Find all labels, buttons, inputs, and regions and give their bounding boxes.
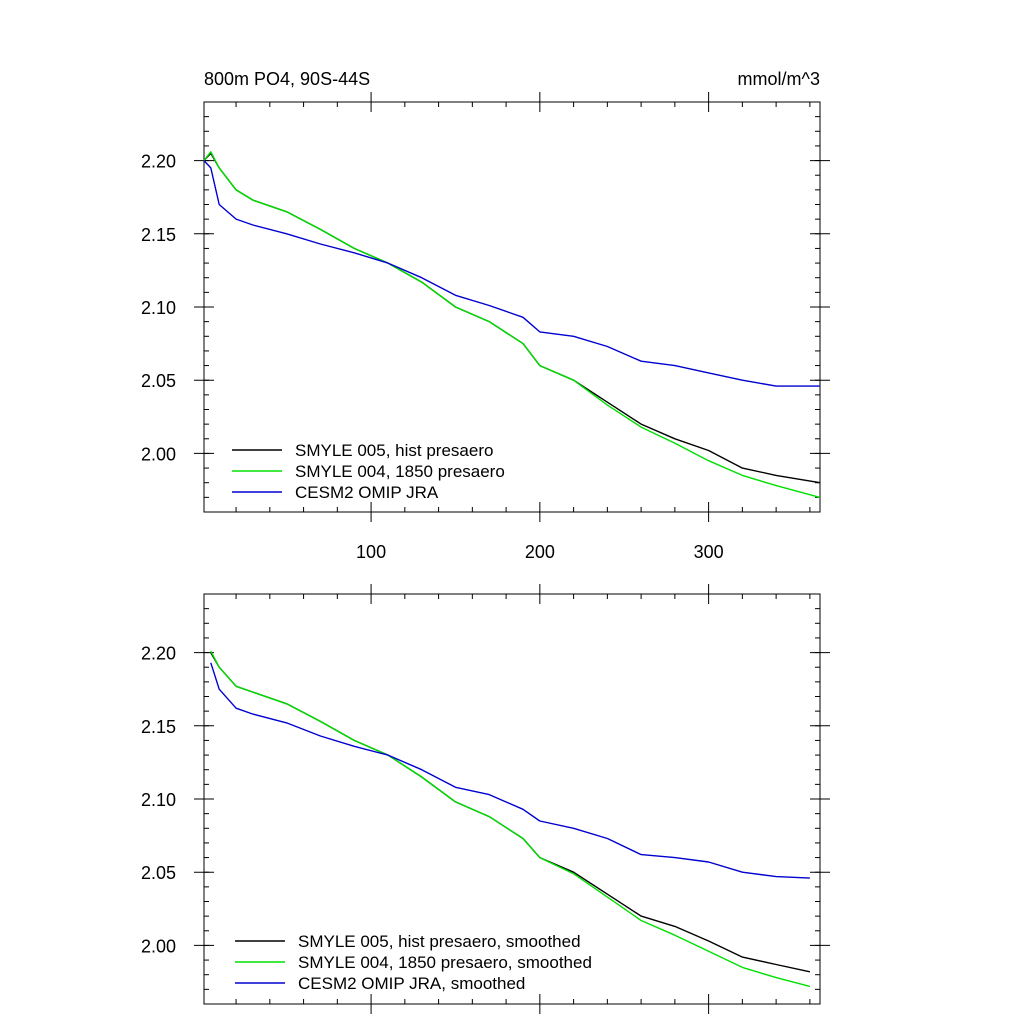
units-label: mmol/m^3: [738, 69, 820, 89]
y-tick-label: 2.00: [141, 936, 176, 956]
top-panel: 2.00 2.05 2.10 2.15 2.20 100 200 300 SMYLE 005, …: [141, 92, 830, 562]
y-tick-label: 2.05: [141, 863, 176, 883]
y-tick-label: 2.05: [141, 371, 176, 391]
series-line: [210, 652, 811, 973]
legend-label: SMYLE 005, hist presaero: [295, 441, 493, 460]
y-tick-label: 2.10: [141, 790, 176, 810]
legend-label: SMYLE 004, 1850 presaero, smoothed: [298, 953, 592, 972]
x-tick-label: 200: [525, 542, 555, 562]
bottom-panel: 2.00 2.05 2.10 2.15 2.20 SMYLE 005, hist pres…: [141, 584, 830, 1014]
y-tick-label: 2.20: [141, 644, 176, 664]
legend-label: SMYLE 004, 1850 presaero: [295, 462, 505, 481]
y-tick-label: 2.15: [141, 225, 176, 245]
legend-label: CESM2 OMIP JRA, smoothed: [298, 974, 525, 993]
series-line: [210, 662, 810, 879]
series-line: [203, 160, 820, 387]
chart-title: 800m PO4, 90S-44S: [204, 69, 370, 89]
series-line: [210, 650, 811, 988]
y-tick-label: 2.10: [141, 298, 176, 318]
y-tick-label: 2.15: [141, 717, 176, 737]
legend-label: SMYLE 005, hist presaero, smoothed: [298, 932, 581, 951]
y-tick-label: 2.20: [141, 152, 176, 172]
series-line: [203, 151, 821, 499]
y-tick-label: 2.00: [141, 444, 176, 464]
series-line: [203, 152, 821, 484]
legend-label: CESM2 OMIP JRA: [295, 483, 439, 502]
x-tick-label: 300: [694, 542, 724, 562]
x-tick-label: 100: [356, 542, 386, 562]
